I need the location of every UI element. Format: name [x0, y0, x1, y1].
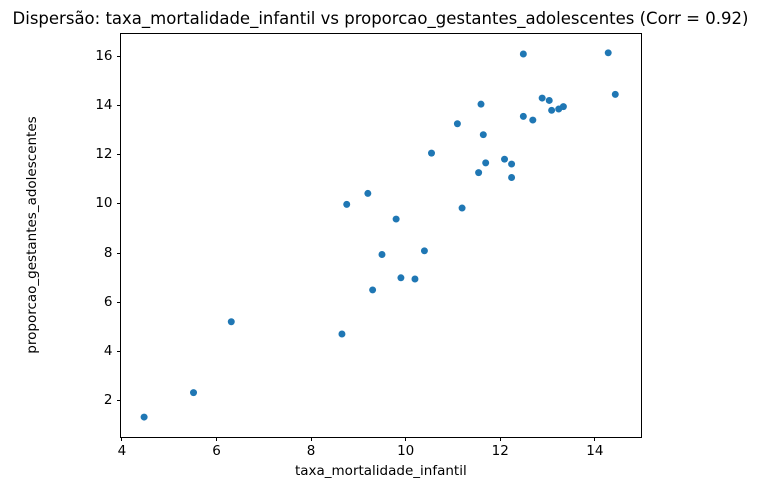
data-point	[479, 130, 487, 138]
y-tick-label: 4	[103, 342, 113, 359]
data-point	[519, 50, 527, 58]
data-point	[548, 106, 556, 114]
x-tick-label: 12	[491, 442, 509, 459]
x-tick-mark	[121, 437, 123, 442]
x-tick-mark	[405, 437, 407, 442]
y-tick-label: 8	[103, 244, 113, 261]
x-tick-mark	[310, 437, 312, 442]
data-point	[458, 204, 466, 212]
y-tick-mark	[116, 56, 120, 58]
data-point	[453, 119, 461, 127]
x-tick-label: 6	[212, 442, 221, 459]
y-axis-label: proporcao_gestantes_adolescentes	[24, 116, 40, 354]
data-point	[482, 159, 490, 167]
data-point	[190, 388, 198, 396]
data-point	[559, 102, 567, 110]
y-tick-mark	[116, 252, 120, 254]
x-tick-label: 10	[397, 442, 415, 459]
y-tick-mark	[116, 350, 120, 352]
data-point	[420, 247, 428, 254]
x-axis-label: taxa_mortalidade_infantil	[294, 463, 467, 479]
data-point	[611, 90, 619, 98]
y-tick-mark	[116, 105, 120, 107]
plot-area	[120, 32, 642, 438]
x-tick-label: 14	[586, 442, 604, 459]
data-point	[477, 100, 485, 108]
scatter-canvas	[140, 49, 619, 421]
data-point	[545, 96, 553, 104]
y-tick-label: 16	[95, 48, 113, 65]
data-point	[140, 413, 148, 421]
data-point	[428, 149, 435, 157]
y-tick-label: 6	[103, 293, 113, 310]
y-tick-mark	[116, 203, 120, 205]
data-point	[501, 155, 509, 163]
x-tick-mark	[215, 437, 217, 442]
data-point	[343, 200, 351, 208]
y-tick-mark	[116, 154, 120, 156]
data-point	[529, 116, 537, 124]
x-tick-mark	[499, 437, 501, 442]
data-point	[397, 273, 405, 281]
data-point	[364, 189, 372, 197]
y-tick-label: 2	[103, 392, 113, 408]
data-point	[411, 275, 419, 283]
data-point	[227, 317, 235, 325]
y-tick-label: 10	[95, 195, 113, 212]
x-tick-mark	[594, 437, 596, 442]
y-tick-label: 12	[95, 146, 113, 163]
x-tick-label: 8	[306, 442, 316, 459]
data-point	[475, 168, 483, 176]
y-tick-label: 14	[95, 97, 113, 114]
data-point	[508, 173, 516, 181]
data-point	[369, 286, 377, 294]
data-point	[508, 160, 516, 168]
chart-title: Dispersão: taxa_mortalidade_infantil vs …	[12, 9, 749, 28]
data-point	[338, 330, 346, 338]
data-point	[378, 250, 386, 258]
y-tick-mark	[116, 400, 120, 401]
y-tick-mark	[116, 301, 120, 303]
data-point	[538, 94, 546, 102]
data-point	[392, 215, 400, 223]
x-tick-label: 4	[117, 442, 127, 459]
data-point	[519, 112, 527, 120]
data-point	[604, 49, 612, 56]
